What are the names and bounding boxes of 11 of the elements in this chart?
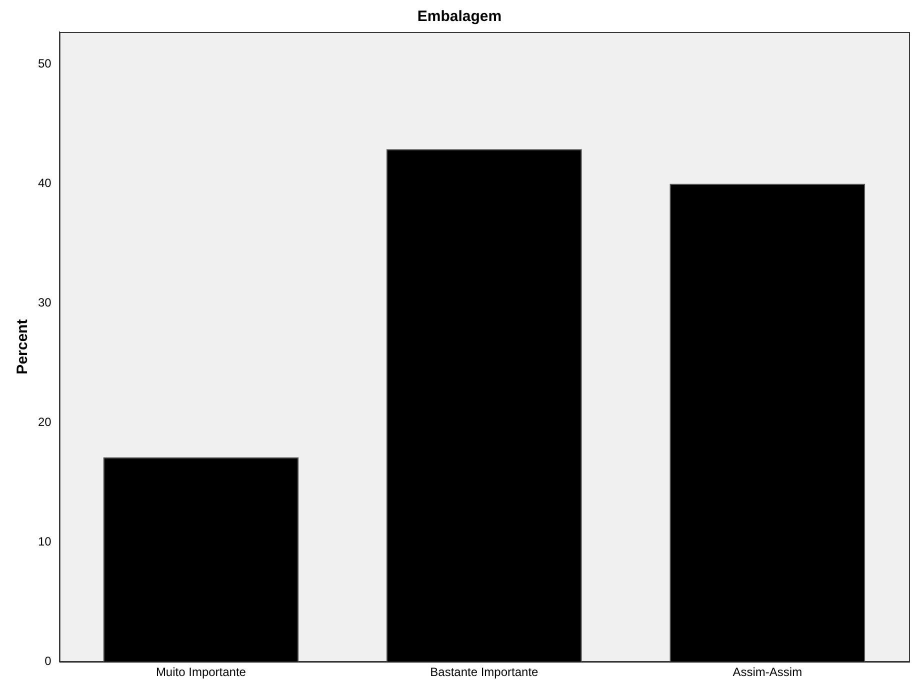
- y-tick-label: 20: [38, 414, 52, 429]
- y-axis-title: Percent: [14, 319, 32, 374]
- y-tick-label: 50: [38, 56, 52, 71]
- x-tick-label: Muito Importante: [156, 665, 246, 680]
- y-tick-label: 30: [38, 296, 52, 310]
- y-tick-label: 10: [38, 534, 52, 548]
- y-tick-label: 0: [44, 654, 52, 668]
- y-tick-label: 40: [38, 176, 52, 190]
- chart-title: Embalagem: [417, 8, 502, 26]
- x-tick-label: Assim-Assim: [732, 665, 802, 680]
- x-tick-label: Bastante Importante: [430, 665, 539, 680]
